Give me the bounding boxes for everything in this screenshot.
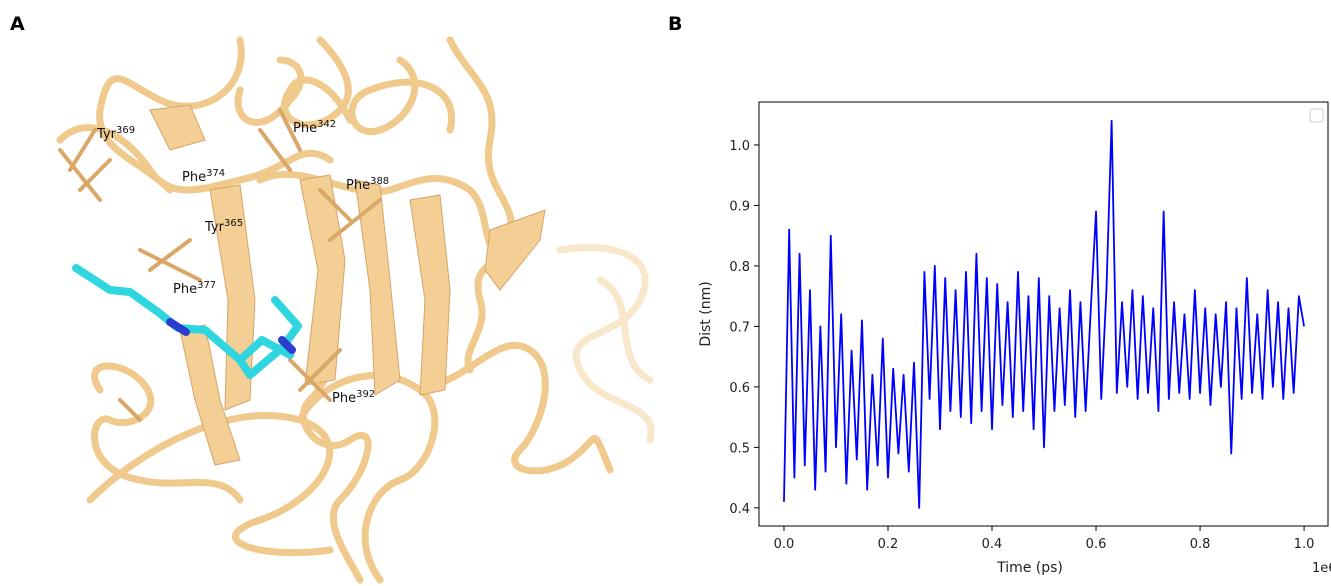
x-tick-label: 0.4 xyxy=(982,537,1003,552)
x-tick-label: 0.6 xyxy=(1086,537,1107,552)
x-tick-label: 0.2 xyxy=(878,537,899,552)
panel-label: A xyxy=(10,13,25,35)
residue-name: Phe xyxy=(173,282,197,297)
y-tick-label: 0.9 xyxy=(729,199,750,214)
x-tick-label: 0.8 xyxy=(1190,537,1211,552)
x-offset-label: 1e6 xyxy=(1312,561,1331,576)
residue-name: Phe xyxy=(293,121,317,136)
y-tick-label: 0.7 xyxy=(729,320,750,335)
residue-number: 392 xyxy=(356,389,375,400)
y-tick-label: 0.6 xyxy=(729,381,750,396)
panel-label: B xyxy=(668,13,682,35)
residue-name: Tyr xyxy=(96,127,117,142)
residue-number: 388 xyxy=(370,176,389,187)
residue-name: Phe xyxy=(182,170,206,185)
residue-number: 377 xyxy=(197,280,216,291)
x-tick-label: 1.0 xyxy=(1294,537,1315,552)
residue-label: Tyr369 xyxy=(96,125,135,143)
residue-label: Phe377 xyxy=(173,280,216,298)
residue-label: Tyr365 xyxy=(204,218,243,236)
protein-structure xyxy=(56,36,655,584)
y-axis-title: Dist (nm) xyxy=(698,281,714,346)
residue-name: Tyr xyxy=(204,220,225,235)
residue-label: Phe388 xyxy=(346,176,389,194)
x-axis-title: Time (ps) xyxy=(996,560,1063,576)
residue-label: Phe342 xyxy=(293,119,336,137)
x-tick-label: 0.0 xyxy=(774,537,795,552)
plot-frame xyxy=(758,101,1329,527)
y-tick-label: 0.8 xyxy=(729,260,750,275)
residue-number: 342 xyxy=(317,119,336,130)
y-tick-label: 0.5 xyxy=(729,441,750,456)
residue-number: 369 xyxy=(116,125,135,136)
residue-label: Phe392 xyxy=(332,389,375,407)
residue-label: Phe374 xyxy=(182,168,225,186)
data-line xyxy=(783,119,1305,509)
ligand xyxy=(72,264,302,379)
legend-box xyxy=(1309,108,1324,123)
residue-number: 374 xyxy=(206,168,225,179)
residue-number: 365 xyxy=(224,218,243,229)
y-tick-label: 1.0 xyxy=(729,139,750,154)
y-tick-label: 0.4 xyxy=(729,502,750,517)
residue-name: Phe xyxy=(346,178,370,193)
residue-name: Phe xyxy=(332,391,356,406)
